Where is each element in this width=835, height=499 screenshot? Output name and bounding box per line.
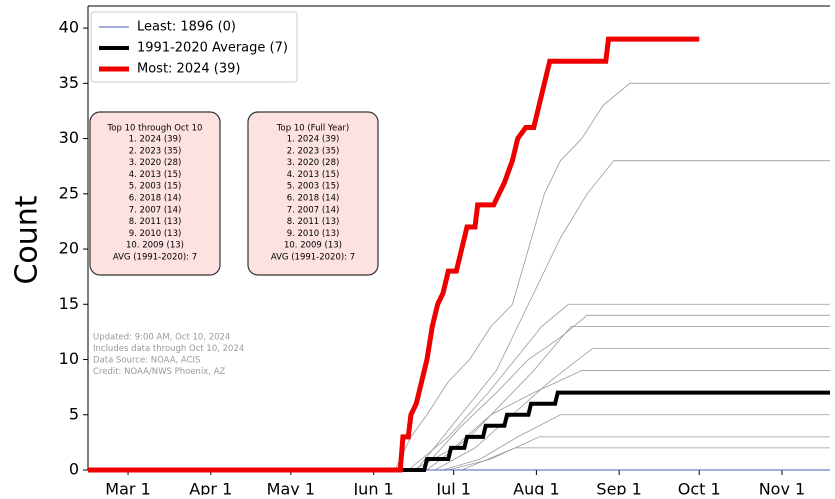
ranking-line: 6. 2018 (14) xyxy=(287,194,340,204)
ranking-line: 1. 2024 (39) xyxy=(287,135,340,145)
ranking-box-bg xyxy=(247,111,379,276)
year-line xyxy=(88,314,830,471)
year-line xyxy=(88,82,830,471)
year-line xyxy=(88,303,830,471)
ranking-line: 7. 2007 (14) xyxy=(129,205,182,215)
info-note: Data Source: NOAA, ACIS xyxy=(93,356,200,366)
info-note: Updated: 9:00 AM, Oct 10, 2024 xyxy=(93,333,230,343)
y-tick-label: 30 xyxy=(59,128,79,147)
y-axis-label: Count xyxy=(10,195,45,284)
y-tick-label: 40 xyxy=(59,18,79,37)
y-tick-label: 0 xyxy=(69,460,79,479)
ranking-line: AVG (1991-2020): 7 xyxy=(113,253,197,263)
ranking-line: 4. 2013 (15) xyxy=(287,170,340,180)
year-line xyxy=(88,414,830,471)
y-tick-label: 5 xyxy=(69,404,79,423)
ranking-box: Top 10 (Full Year)1. 2024 (39)2. 2023 (3… xyxy=(247,111,379,276)
ranking-line: 8. 2011 (13) xyxy=(287,217,340,227)
x-tick-label: Aug 1 xyxy=(513,480,560,496)
x-tick-label: Oct 1 xyxy=(678,480,721,496)
ranking-box-title: Top 10 through Oct 10 xyxy=(107,124,203,134)
x-tick-label: May 1 xyxy=(267,480,315,496)
series-line xyxy=(88,36,700,473)
x-tick-label: Apr 1 xyxy=(189,480,232,496)
ranking-line: 2. 2023 (35) xyxy=(129,146,182,156)
ranking-line: 10. 2009 (13) xyxy=(126,241,184,251)
y-tick-label: 10 xyxy=(59,349,79,368)
year-line xyxy=(88,160,830,471)
ranking-line: 2. 2023 (35) xyxy=(287,146,340,156)
ranking-box-title: Top 10 (Full Year) xyxy=(276,124,349,134)
ranking-line: 7. 2007 (14) xyxy=(287,205,340,215)
x-tick-label: Sep 1 xyxy=(596,480,641,496)
x-tick-label: Nov 1 xyxy=(759,480,806,496)
y-tick-label: 25 xyxy=(59,183,79,202)
ranking-line: 5. 2003 (15) xyxy=(287,182,340,192)
info-note: Includes data through Oct 10, 2024 xyxy=(93,344,244,354)
ranking-line: 9. 2010 (13) xyxy=(287,229,340,239)
ranking-line: 6. 2018 (14) xyxy=(129,194,182,204)
legend-box xyxy=(90,11,298,83)
ranking-line: AVG (1991-2020): 7 xyxy=(271,253,355,263)
x-tick-label: Jun 1 xyxy=(352,480,393,496)
ranking-line: 1. 2024 (39) xyxy=(129,135,182,145)
x-tick-label: Mar 1 xyxy=(105,480,150,496)
ranking-line: 3. 2020 (28) xyxy=(287,158,340,168)
legend-label: 1991-2020 Average (7) xyxy=(137,41,288,56)
ranking-line: 3. 2020 (28) xyxy=(129,158,182,168)
series-line xyxy=(88,390,830,472)
ranking-line: 8. 2011 (13) xyxy=(129,217,182,227)
ranking-line: 5. 2003 (15) xyxy=(129,182,182,192)
year-line xyxy=(88,447,830,471)
legend-label: Most: 2024 (39) xyxy=(137,62,240,77)
ranking-line: 10. 2009 (13) xyxy=(284,241,342,251)
ranking-box: Top 10 through Oct 101. 2024 (39)2. 2023… xyxy=(89,111,221,276)
y-tick-label: 15 xyxy=(59,294,79,313)
y-tick-label: 20 xyxy=(59,239,79,258)
x-tick-label: Jul 1 xyxy=(435,480,471,496)
ranking-line: 9. 2010 (13) xyxy=(129,229,182,239)
legend-label: Least: 1896 (0) xyxy=(137,20,236,35)
y-tick-label: 35 xyxy=(59,73,79,92)
info-note: Credit: NOAA/NWS Phoenix, AZ xyxy=(93,367,226,377)
ranking-box-bg xyxy=(89,111,221,276)
year-line xyxy=(88,370,830,471)
ranking-line: 4. 2013 (15) xyxy=(129,170,182,180)
